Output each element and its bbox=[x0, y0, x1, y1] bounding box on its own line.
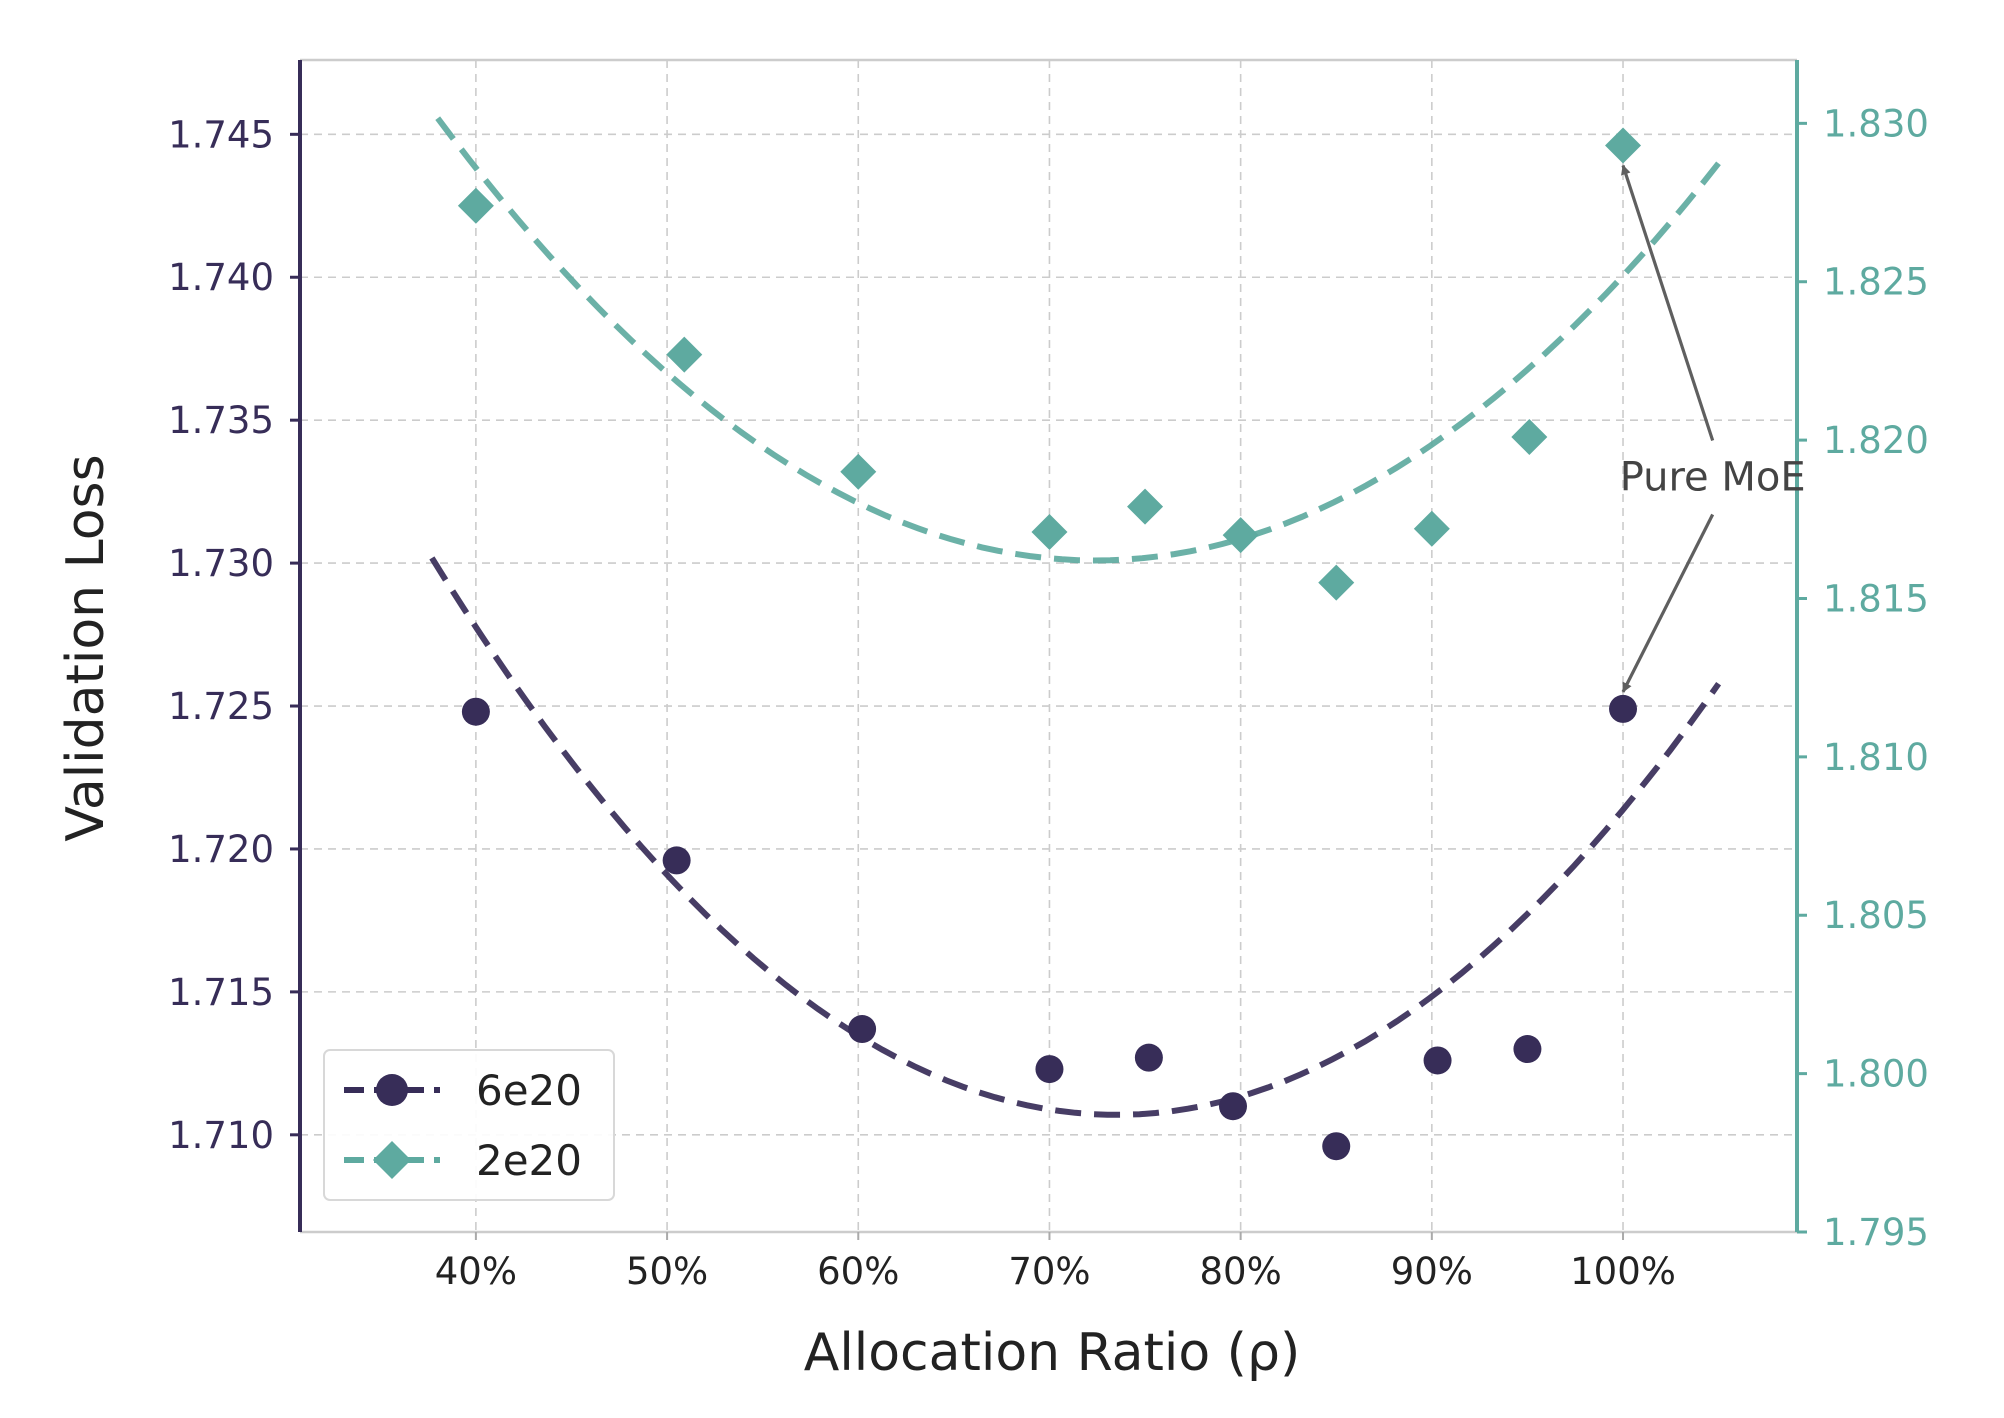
data-point-6e20 bbox=[1609, 694, 1638, 723]
axis-ticks: 40% 50% 60% 70% 80% 90% 100% 1.710 1.715 1.720 1.7… bbox=[168, 102, 1929, 1293]
data-point-2e20 bbox=[1511, 418, 1548, 455]
fit-curve-2e20 bbox=[435, 116, 1721, 564]
data-point-6e20 bbox=[461, 697, 490, 726]
legend: 6e20 2e20 bbox=[323, 1049, 615, 1201]
y-right-tick-label: 1.795 bbox=[1823, 1211, 1929, 1254]
legend-label-6e20: 6e20 bbox=[476, 1066, 582, 1115]
y-left-tick-label: 1.735 bbox=[168, 399, 274, 442]
fit-curves bbox=[429, 116, 1722, 1118]
data-point-2e20 bbox=[457, 187, 494, 224]
data-point-6e20 bbox=[1513, 1035, 1542, 1064]
y-left-tick-label: 1.725 bbox=[168, 685, 274, 728]
data-point-2e20 bbox=[1127, 488, 1164, 525]
data-point-2e20 bbox=[666, 336, 703, 373]
grid bbox=[300, 60, 1797, 1232]
data-point-6e20 bbox=[1134, 1043, 1163, 1072]
y-left-tick-label: 1.740 bbox=[168, 256, 274, 299]
data-point-2e20 bbox=[1031, 513, 1068, 550]
y-right-tick-label: 1.800 bbox=[1823, 1053, 1929, 1096]
y-right-tick-label: 1.815 bbox=[1823, 577, 1929, 620]
x-tick-label: 90% bbox=[1391, 1250, 1473, 1293]
x-axis-title: Allocation Ratio (ρ) bbox=[804, 1323, 1301, 1383]
data-point-6e20 bbox=[1423, 1046, 1452, 1075]
x-tick-label: 100% bbox=[1570, 1250, 1676, 1293]
legend-marker-6e20 bbox=[376, 1074, 408, 1106]
y-left-tick-label: 1.730 bbox=[168, 542, 274, 585]
data-point-6e20 bbox=[1218, 1092, 1247, 1121]
data-point-6e20 bbox=[662, 846, 691, 875]
x-tick-label: 50% bbox=[626, 1250, 708, 1293]
annotation-label: Pure MoE bbox=[1620, 454, 1806, 500]
y-left-tick-label: 1.710 bbox=[168, 1114, 274, 1157]
data-point-2e20 bbox=[1222, 517, 1259, 554]
legend-label-2e20: 2e20 bbox=[476, 1136, 582, 1185]
legend-marker-2e20 bbox=[373, 1141, 411, 1179]
x-tick-label: 40% bbox=[435, 1250, 517, 1293]
fit-curve-6e20 bbox=[429, 556, 1722, 1118]
y-right-tick-label: 1.805 bbox=[1823, 894, 1929, 937]
annotation-arrow-down bbox=[1621, 513, 1715, 693]
data-point-2e20 bbox=[840, 453, 877, 490]
data-point-6e20 bbox=[1322, 1132, 1351, 1161]
y-right-tick-label: 1.810 bbox=[1823, 736, 1929, 779]
y-right-tick-label: 1.820 bbox=[1823, 419, 1929, 462]
y-axis-title: Validation Loss bbox=[56, 454, 116, 841]
y-right-tick-label: 1.825 bbox=[1823, 261, 1929, 304]
y-left-tick-label: 1.720 bbox=[168, 828, 274, 871]
data-point-2e20 bbox=[1605, 127, 1642, 164]
y-left-tick-label: 1.715 bbox=[168, 971, 274, 1014]
data-points bbox=[457, 127, 1642, 1161]
y-right-tick-label: 1.830 bbox=[1823, 102, 1929, 145]
x-tick-label: 80% bbox=[1200, 1250, 1282, 1293]
y-left-tick-label: 1.745 bbox=[168, 113, 274, 156]
data-point-2e20 bbox=[1318, 564, 1355, 601]
x-tick-label: 70% bbox=[1008, 1250, 1090, 1293]
data-point-6e20 bbox=[1035, 1055, 1064, 1084]
annotation-arrow-up bbox=[1621, 164, 1715, 441]
x-tick-label: 60% bbox=[817, 1250, 899, 1293]
annotation: Pure MoE bbox=[1620, 164, 1806, 693]
data-point-6e20 bbox=[848, 1015, 877, 1044]
data-point-2e20 bbox=[1413, 510, 1450, 547]
